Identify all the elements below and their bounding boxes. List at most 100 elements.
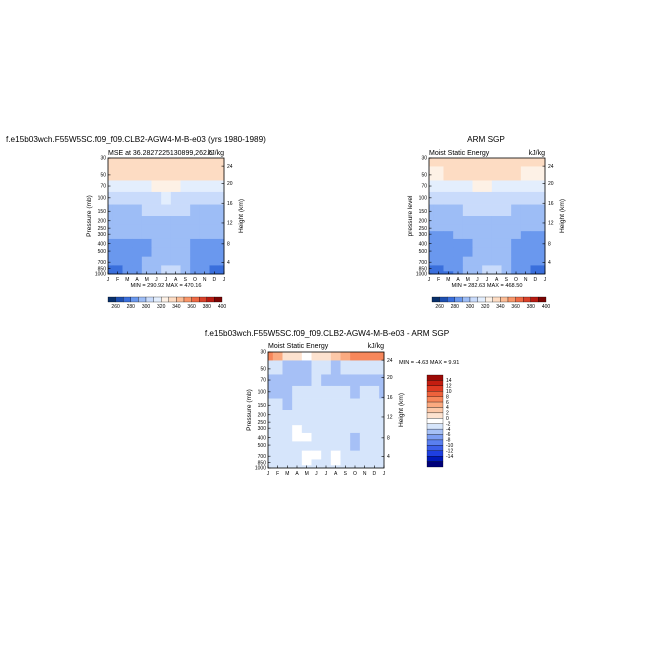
- heatmap-cell: [282, 418, 293, 426]
- heatmap-cell: [141, 166, 152, 181]
- colorbar-swatch: [426, 423, 444, 430]
- colorbar-swatch: [426, 401, 444, 408]
- heatmap-cell: [282, 398, 293, 411]
- heatmap-cell: [429, 271, 435, 275]
- heatmap-cell: [108, 191, 114, 205]
- heatmap-cell: [272, 432, 283, 442]
- heatmap-cell: [292, 352, 303, 361]
- heatmap-cell: [379, 360, 385, 375]
- colorbar-swatch: [206, 296, 215, 303]
- height-axis-label: Height (km): [398, 393, 405, 427]
- heatmap-cell: [282, 385, 293, 399]
- heatmap-cell: [108, 238, 114, 248]
- colorbar-swatch: [426, 396, 444, 403]
- heatmap-cell: [268, 385, 274, 399]
- colorbar-swatch: [138, 296, 147, 303]
- heatmap-cell: [209, 216, 220, 225]
- heatmap-cell: [219, 216, 225, 225]
- heatmap-cell: [530, 166, 541, 181]
- height-axis-label: Height (km): [238, 199, 245, 233]
- heatmap-cell: [268, 410, 274, 419]
- heatmap-cell: [161, 256, 172, 266]
- colorbar-tick-label: 320: [481, 304, 490, 310]
- x-tick-label: M: [446, 277, 450, 283]
- heatmap-cell: [482, 224, 493, 232]
- heatmap-cell: [472, 265, 483, 272]
- heatmap-cell: [511, 224, 522, 232]
- heatmap-cell: [443, 158, 454, 167]
- heatmap-cell: [330, 374, 341, 387]
- heatmap-cell: [151, 247, 162, 258]
- heatmap-cell: [501, 158, 512, 167]
- height-tick-label: 8: [548, 242, 551, 248]
- heatmap-cell: [311, 360, 322, 375]
- heatmap-cell: [282, 425, 293, 434]
- colorbar-swatch: [130, 296, 139, 303]
- heatmap-cell: [190, 238, 201, 248]
- panel-diff-stats: MIN = -4.63 MAX = 9.91: [399, 360, 459, 366]
- colorbar-tick-label: 280: [451, 304, 460, 310]
- heatmap-cell: [433, 256, 444, 266]
- heatmap-cell: [209, 238, 220, 248]
- colorbar-tick-label: 320: [157, 304, 166, 310]
- colorbar-swatch: [183, 296, 192, 303]
- heatmap-cell: [359, 352, 370, 361]
- heatmap-cell: [472, 158, 483, 167]
- heatmap-cell: [330, 385, 341, 399]
- colorbar-swatch: [426, 385, 444, 392]
- height-tick-label: 20: [548, 181, 554, 187]
- heatmap-cell: [199, 224, 210, 232]
- pressure-tick-label: 700: [419, 260, 428, 266]
- heatmap-cell: [219, 191, 225, 205]
- heatmap-cell: [340, 374, 351, 387]
- pressure-tick-label: 400: [98, 241, 107, 247]
- heatmap-cell: [108, 271, 114, 275]
- heatmap-cell: [272, 459, 283, 466]
- heatmap-cell: [209, 204, 220, 217]
- heatmap-cell: [511, 166, 522, 181]
- heatmap-cell: [540, 238, 546, 248]
- heatmap-cell: [340, 385, 351, 399]
- heatmap-cell: [219, 247, 225, 258]
- heatmap-cell: [132, 224, 143, 232]
- heatmap-cell: [282, 459, 293, 466]
- heatmap-cell: [379, 418, 385, 426]
- heatmap-cell: [453, 204, 464, 217]
- heatmap-cell: [282, 374, 293, 387]
- colorbar-swatch: [538, 296, 547, 303]
- heatmap-cell: [350, 441, 361, 452]
- height-tick-label: 12: [227, 221, 233, 227]
- heatmap-cell: [292, 459, 303, 466]
- x-tick-label: A: [334, 471, 338, 477]
- heatmap-cell: [219, 265, 225, 272]
- heatmap-cell: [122, 216, 133, 225]
- heatmap-cell: [433, 158, 444, 167]
- pressure-tick-label: 50: [421, 173, 427, 179]
- heatmap-cell: [429, 247, 435, 258]
- heatmap-cell: [472, 231, 483, 240]
- heatmap-cell: [453, 256, 464, 266]
- colorbar-obs: 260 280 300 320 340 360 380 400: [431, 296, 550, 310]
- x-tick-label: D: [534, 277, 538, 283]
- heatmap-cell: [219, 204, 225, 217]
- heatmap-cell: [301, 398, 312, 411]
- height-tick-label: 24: [548, 164, 554, 170]
- heatmap-cell: [491, 231, 502, 240]
- heatmap-cell: [350, 398, 361, 411]
- heatmap-cell: [340, 425, 351, 434]
- colorbar-tick-label: 400: [218, 304, 227, 310]
- heatmap-cell: [350, 432, 361, 442]
- heatmap-cell: [180, 265, 191, 272]
- pressure-tick-label: 150: [258, 403, 267, 409]
- heatmap-cell: [340, 441, 351, 452]
- heatmap-cell: [199, 256, 210, 266]
- pressure-tick-label: 30: [421, 156, 427, 162]
- heatmap-cell: [272, 385, 283, 399]
- heatmap-cell: [540, 204, 546, 217]
- heatmap-cell: [491, 265, 502, 272]
- heatmap-cell: [301, 441, 312, 452]
- heatmap-cell: [453, 231, 464, 240]
- x-tick-label: A: [174, 277, 178, 283]
- heatmap-cell: [501, 166, 512, 181]
- heatmap-cell: [112, 158, 123, 167]
